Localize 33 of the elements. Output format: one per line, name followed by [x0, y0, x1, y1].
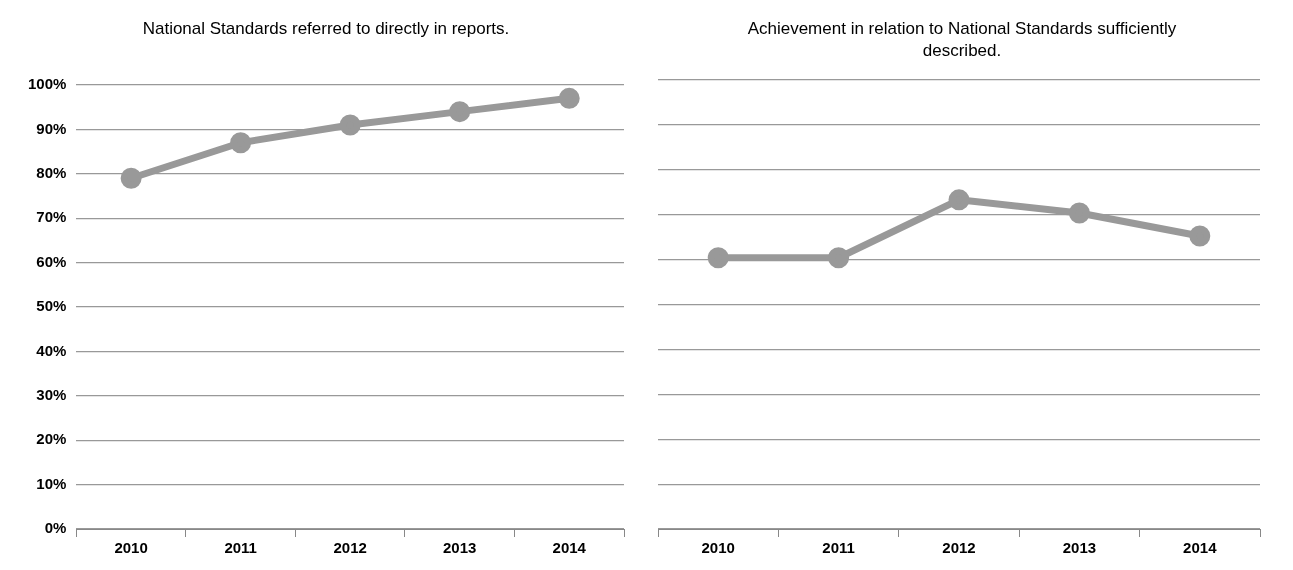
chart-title: National Standards referred to directly in reports.	[142, 18, 510, 40]
x-tick-label: 2014	[1183, 539, 1218, 557]
point	[449, 101, 471, 123]
y-tick-label: 40%	[36, 341, 67, 359]
y-tick-label: 50%	[36, 297, 67, 315]
y-tick-label: 10%	[36, 474, 67, 492]
x-tick-label: 2013	[443, 539, 477, 557]
y-tick-label: 20%	[36, 430, 67, 448]
point	[1189, 225, 1211, 247]
y-tick-label: 60%	[36, 252, 67, 270]
y-tick-label: 30%	[36, 385, 67, 403]
point	[1068, 202, 1090, 224]
y-tick-label: 0%	[44, 519, 67, 537]
x-tick-label: 2012	[333, 539, 367, 557]
y-tick-label: 100%	[27, 75, 67, 93]
point	[339, 114, 361, 136]
point	[558, 87, 580, 109]
x-tick-label: 2011	[224, 539, 257, 557]
y-tick-label: 80%	[36, 163, 67, 181]
point	[828, 247, 850, 269]
x-tick-label: 2010	[701, 539, 735, 557]
y-tick-label: 70%	[36, 208, 67, 226]
chart-title: Achievement in relation to National Standards sufficiently described.	[746, 18, 1178, 62]
point	[230, 132, 252, 154]
point	[120, 167, 142, 189]
x-tick-label: 2010	[114, 539, 148, 557]
x-tick-label: 2012	[942, 539, 976, 557]
x-tick-label: 2011	[822, 539, 855, 557]
x-tick-label: 2014	[552, 539, 587, 557]
point	[948, 189, 970, 211]
point	[707, 247, 729, 269]
y-tick-label: 90%	[36, 119, 67, 137]
x-tick-label: 2013	[1062, 539, 1097, 557]
